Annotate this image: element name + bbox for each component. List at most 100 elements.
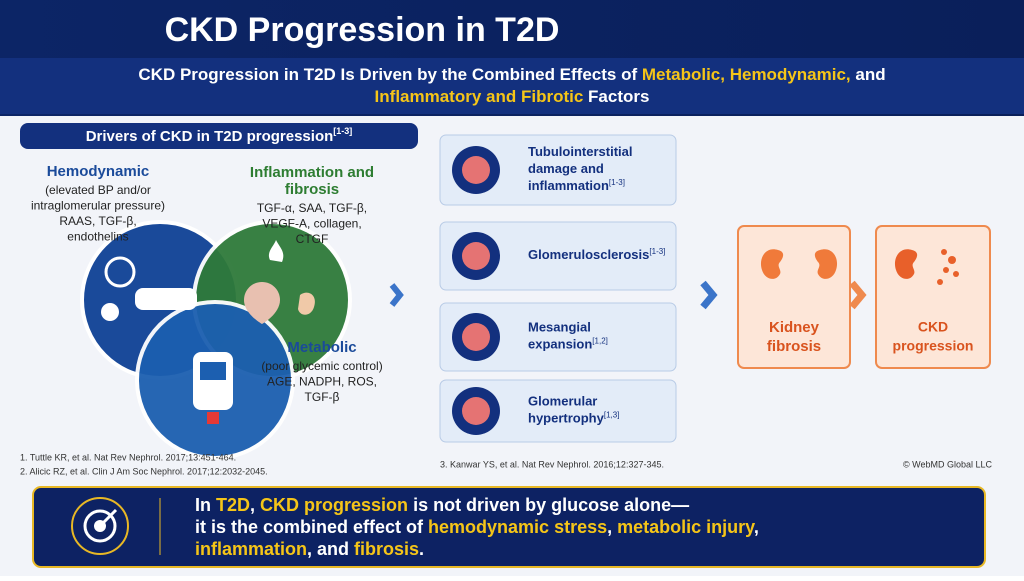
- ref: [1,3]: [604, 410, 620, 419]
- damaged-kidney: [937, 249, 959, 285]
- highlight: T2D: [216, 495, 250, 515]
- ref: [1,2]: [592, 336, 608, 345]
- takeaway-box: [32, 486, 986, 568]
- highlight: metabolic injury: [617, 517, 755, 537]
- mechanism-card: [439, 379, 677, 443]
- icons: [101, 240, 315, 424]
- drivers-title: Drivers of CKD in T2D progression[1-3]: [86, 126, 353, 145]
- driver-heading: Hemodynamic: [47, 163, 150, 180]
- driver-text: TGF-β: [305, 390, 340, 404]
- highlight: fibrosis: [354, 539, 419, 559]
- driver-text: AGE, NADPH, ROS,: [267, 375, 377, 389]
- ref: [1-3]: [333, 126, 352, 136]
- highlight: CKD progression: [260, 495, 408, 515]
- reference: 3. Kanwar YS, et al. Nat Rev Nephrol. 20…: [440, 459, 664, 469]
- segment: Factors: [583, 87, 649, 106]
- outcomes: Kidney fibrosis CKD progression: [767, 319, 974, 355]
- driver-text: endothelins: [67, 230, 128, 244]
- mechanism-label: Glomerulosclerosis[1-3]: [528, 247, 665, 263]
- copyright: © WebMD Global LLC: [903, 459, 992, 469]
- mechanism-label: damage and: [528, 161, 604, 176]
- target-arrow: [98, 508, 118, 528]
- heart-icon: [244, 282, 280, 324]
- mechanism-label: Glomerular: [528, 394, 597, 409]
- venn-text: Hemodynamic (elevated BP and/or intraglome…: [31, 163, 383, 404]
- text-line: In T2D, CKD progression is not driven by…: [195, 495, 689, 515]
- driver-text: RAAS, TGF-β,: [59, 214, 136, 228]
- text-line: inflammation, and fibrosis.: [195, 539, 424, 559]
- reference: 2. Alicic RZ, et al. Clin J Am Soc Nephr…: [20, 466, 268, 476]
- subtitle: CKD Progression in T2D Is Driven by the …: [138, 65, 885, 106]
- mechanism-card: [439, 134, 677, 206]
- mechanism-icon-inner: [462, 397, 490, 425]
- driver-heading: Metabolic: [287, 339, 356, 356]
- segment: it is the combined effect of: [195, 517, 428, 537]
- mechanism-label: inflammation[1-3]: [528, 178, 625, 194]
- mechanism-label: hypertrophy[1,3]: [528, 410, 619, 426]
- ref: [1-3]: [609, 178, 625, 187]
- flame-icon: [268, 240, 284, 262]
- mechanism-line: Glomerular: [528, 394, 597, 409]
- subtitle-band: [0, 58, 1024, 114]
- mechanism-line: hypertrophy: [528, 411, 605, 426]
- ref: [1-3]: [649, 247, 665, 256]
- gauge-icon: [104, 256, 136, 288]
- segment: .: [419, 539, 424, 559]
- text-line: Inflammatory and Fibrotic Factors: [375, 87, 650, 106]
- segment: and: [851, 65, 886, 84]
- outcome-label: Kidney: [769, 319, 820, 336]
- driver-text: (elevated BP and/or: [45, 183, 151, 197]
- driver-text: VEGF-A, collagen,: [262, 217, 361, 231]
- reference: 1. Tuttle KR, et al. Nat Rev Nephrol. 20…: [20, 452, 236, 462]
- mechanism-line: Mesangial: [528, 320, 591, 335]
- text-line: it is the combined effect of hemodynamic…: [195, 517, 759, 537]
- mechanism-line: Tubulointerstitial: [528, 144, 632, 159]
- mechanism-icon-inner: [462, 323, 490, 351]
- meter-icon: [193, 352, 233, 410]
- chevron: [849, 280, 867, 310]
- mechanism-line: expansion: [528, 337, 592, 352]
- drivers-header: [20, 123, 418, 149]
- outcome-label: progression: [893, 338, 974, 354]
- highlight: hemodynamic stress: [428, 517, 607, 537]
- segment: In: [195, 495, 216, 515]
- outcome-label: fibrosis: [767, 338, 821, 355]
- driver-heading: fibrosis: [285, 181, 339, 198]
- mechanism-line: Glomerulosclerosis: [528, 247, 649, 262]
- highlight: Metabolic, Hemodynamic,: [642, 65, 851, 84]
- mechanism-icon-inner: [462, 156, 490, 184]
- mechanism-label: expansion[1,2]: [528, 336, 608, 352]
- target-icon: [71, 497, 129, 555]
- segment: is not driven by glucose alone—: [408, 495, 689, 515]
- mechanism-line: damage and: [528, 161, 604, 176]
- segment: , and: [307, 539, 354, 559]
- cuff-icon: [135, 288, 197, 310]
- chevron: [700, 280, 718, 310]
- takeaway: In T2D, CKD progression is not driven by…: [195, 495, 759, 559]
- driver-text: intraglomerular pressure): [31, 199, 165, 213]
- chevron: [389, 283, 404, 307]
- highlight: Inflammatory and Fibrotic: [375, 87, 584, 106]
- bulb-icon: [101, 303, 119, 321]
- segment: ,: [754, 517, 759, 537]
- mechanism-line: inflammation: [528, 178, 609, 193]
- mechanism-label: Mesangial: [528, 320, 591, 335]
- meter-screen: [200, 362, 226, 380]
- mechanism-icon-inner: [462, 242, 490, 270]
- strip-icon: [207, 412, 219, 424]
- driver-text: TGF-α, SAA, TGF-β,: [257, 201, 367, 215]
- mechanism-card: [439, 221, 677, 291]
- mechanism-label: Tubulointerstitial: [528, 144, 632, 159]
- driver-text: CTGF: [296, 232, 329, 246]
- driver-heading: Inflammation and: [250, 164, 374, 181]
- highlight: inflammation: [195, 539, 307, 559]
- title: CKD Progression in T2D: [165, 11, 560, 49]
- mechanism-card: [439, 302, 677, 372]
- kidney-icon: [298, 292, 315, 315]
- text-line: CKD Progression in T2D Is Driven by the …: [138, 65, 885, 84]
- mechanisms: Tubulointerstitial damage and inflammation…: [439, 134, 677, 443]
- references: 1. Tuttle KR, et al. Nat Rev Nephrol. 20…: [20, 452, 664, 476]
- target-ring: [83, 509, 117, 543]
